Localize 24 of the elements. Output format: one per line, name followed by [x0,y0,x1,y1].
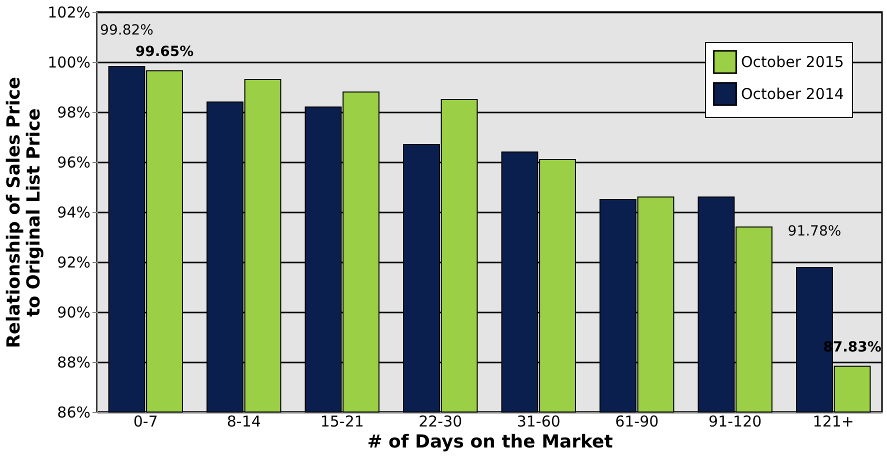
data-label: 99.65% [135,44,194,60]
y-tick-label: 88% [57,354,90,372]
x-tick-label: 121+ [812,412,854,430]
legend-label: October 2015 [741,53,844,71]
y-axis-title: Relationship of Sales Price to Original List Price [4,76,45,348]
data-label: 91.78% [788,224,842,240]
y-tick-label: 92% [57,254,90,272]
y-tick-label: 86% [57,404,90,422]
x-tick-label: 8-14 [226,412,261,430]
y-tick-label: 94% [57,204,90,222]
y-tick-label: 98% [57,104,90,122]
x-tick-label: 91-120 [708,412,762,430]
x-tick-label: 15-21 [320,412,364,430]
data-label: 99.82% [100,22,154,38]
legend-label: October 2014 [741,85,844,103]
x-tick-label: 0-7 [133,412,158,430]
y-tick-label: 102% [48,4,90,22]
x-axis-title: # of Days on the Market [367,432,614,452]
y-tick-label: 100% [48,54,90,72]
x-tick-label: 61-90 [615,412,659,430]
y-tick-label: 96% [57,154,90,172]
y-tick-label: 90% [57,304,90,322]
x-tick-label: 31-60 [516,412,560,430]
x-tick-label: 22-30 [418,412,462,430]
